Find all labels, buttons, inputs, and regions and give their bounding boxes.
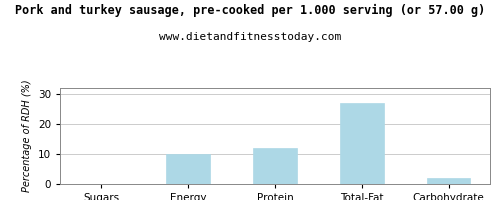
Y-axis label: Percentage of RDH (%): Percentage of RDH (%) (22, 80, 32, 192)
Text: Pork and turkey sausage, pre-cooked per 1.000 serving (or 57.00 g): Pork and turkey sausage, pre-cooked per … (15, 4, 485, 17)
Bar (254, 148, 296, 184)
Bar (340, 103, 384, 184)
Text: www.dietandfitnesstoday.com: www.dietandfitnesstoday.com (159, 32, 341, 42)
Bar (427, 178, 470, 184)
Bar (166, 154, 210, 184)
